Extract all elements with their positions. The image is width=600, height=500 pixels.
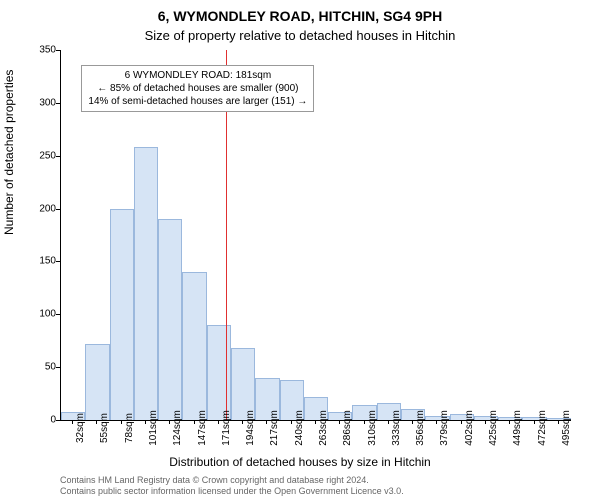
footer-line-1: Contains HM Land Registry data © Crown c… [60,475,404,486]
x-tick-label: 194sqm [245,410,256,446]
x-tick-label: 55sqm [99,413,110,443]
x-tick-mark [242,420,243,424]
y-tick-label: 300 [39,97,56,108]
y-tick-mark [56,103,60,104]
x-tick-mark [266,420,267,424]
x-tick-mark [315,420,316,424]
y-tick-label: 200 [39,203,56,214]
x-tick-label: 217sqm [269,410,280,446]
x-tick-label: 32sqm [75,413,86,443]
chart-title-main: 6, WYMONDLEY ROAD, HITCHIN, SG4 9PH [0,8,600,24]
y-tick-mark [56,156,60,157]
x-tick-label: 286sqm [342,410,353,446]
x-tick-mark [558,420,559,424]
y-tick-label: 100 [39,309,56,320]
x-tick-label: 147sqm [197,410,208,446]
y-tick-mark [56,314,60,315]
x-tick-label: 402sqm [464,410,475,446]
histogram-bar [207,325,231,420]
y-tick-label: 250 [39,150,56,161]
x-tick-label: 449sqm [512,410,523,446]
y-axis-label: Number of detached properties [2,70,16,235]
y-tick-mark [56,261,60,262]
histogram-bar [134,147,158,420]
histogram-bar [158,219,182,420]
x-tick-label: 495sqm [561,410,572,446]
annotation-line-2: ← 85% of detached houses are smaller (90… [88,82,307,95]
y-tick-label: 50 [45,362,56,373]
x-tick-mark [291,420,292,424]
x-tick-mark [339,420,340,424]
y-tick-mark [56,367,60,368]
x-tick-mark [169,420,170,424]
x-tick-mark [436,420,437,424]
x-tick-mark [194,420,195,424]
x-tick-label: 124sqm [172,410,183,446]
y-tick-label: 350 [39,45,56,56]
annotation-line-1: 6 WYMONDLEY ROAD: 181sqm [88,69,307,82]
x-tick-label: 356sqm [415,410,426,446]
x-tick-mark [534,420,535,424]
x-tick-mark [485,420,486,424]
y-tick-mark [56,420,60,421]
x-axis-label: Distribution of detached houses by size … [0,455,600,469]
histogram-bar [85,344,109,420]
x-tick-label: 472sqm [537,410,548,446]
annotation-line-3: 14% of semi-detached houses are larger (… [88,95,307,108]
histogram-bar [182,272,206,420]
chart-title-sub: Size of property relative to detached ho… [0,28,600,43]
x-tick-mark [388,420,389,424]
x-tick-mark [509,420,510,424]
x-tick-label: 425sqm [488,410,499,446]
x-tick-label: 101sqm [148,410,159,446]
x-tick-mark [364,420,365,424]
x-tick-label: 263sqm [318,410,329,446]
histogram-bar [110,209,134,420]
x-tick-label: 379sqm [439,410,450,446]
x-tick-mark [121,420,122,424]
y-tick-label: 150 [39,256,56,267]
x-tick-label: 310sqm [367,410,378,446]
x-tick-label: 171sqm [221,410,232,446]
plot-area: 6 WYMONDLEY ROAD: 181sqm← 85% of detache… [60,50,571,421]
x-tick-label: 333sqm [391,410,402,446]
y-tick-mark [56,50,60,51]
x-tick-mark [96,420,97,424]
x-tick-mark [461,420,462,424]
histogram-chart: 6, WYMONDLEY ROAD, HITCHIN, SG4 9PH Size… [0,0,600,500]
x-tick-label: 78sqm [124,413,135,443]
x-tick-mark [72,420,73,424]
footer-attribution: Contains HM Land Registry data © Crown c… [60,475,404,497]
footer-line-2: Contains public sector information licen… [60,486,404,497]
x-tick-mark [145,420,146,424]
x-tick-mark [218,420,219,424]
x-tick-label: 240sqm [294,410,305,446]
x-tick-mark [412,420,413,424]
annotation-box: 6 WYMONDLEY ROAD: 181sqm← 85% of detache… [81,65,314,112]
y-tick-mark [56,209,60,210]
